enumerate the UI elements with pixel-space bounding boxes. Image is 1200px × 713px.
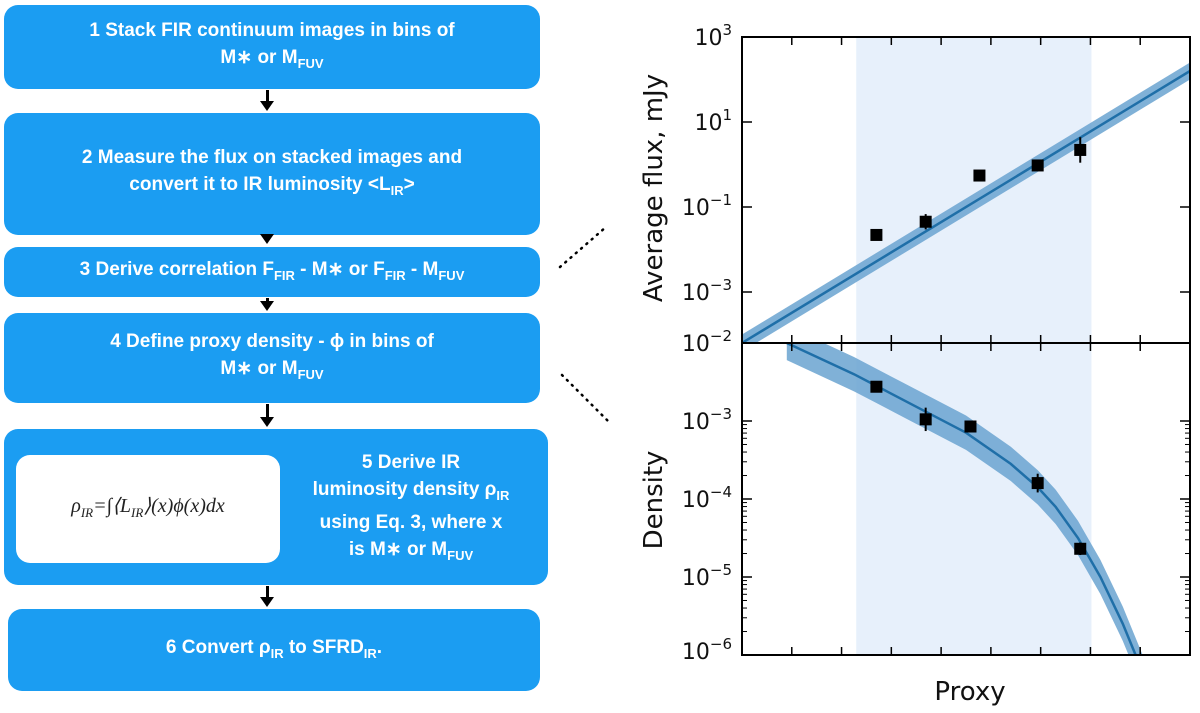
arrow-1-2 (260, 90, 274, 111)
step-3-line1: 3 Derive correlation FFIR - M∗ or FFIR -… (79, 258, 465, 283)
top-fit-line (742, 69, 1190, 343)
bottom-data-point (1031, 477, 1044, 490)
step-5-line4: is M∗ or MFUV (348, 539, 474, 563)
top-y-tick-label: 103 (694, 21, 732, 51)
formula-box: ρIR=∫⟨LIR⟩(x)ϕ(x)dx (16, 455, 280, 563)
bottom-y-tick-label: 10−4 (682, 483, 732, 513)
top-fit-band (742, 62, 1190, 343)
dotted-connector-bottom (560, 373, 610, 423)
bottom-data-point (919, 413, 932, 426)
top-data-point (1031, 159, 1044, 172)
bottom-fit-line (786, 343, 1137, 655)
step-6-box: 6 Convert ρIR to SFRDIR. (8, 609, 540, 691)
step-4-line1: 4 Define proxy density - ϕ in bins of (110, 331, 434, 353)
arrow-3-4 (260, 298, 274, 311)
step-5-line3: using Eq. 3, where x (319, 512, 503, 533)
step-2-line2: convert it to IR luminosity <LIR> (129, 174, 415, 198)
step-5-text: 5 Derive IR luminosity density ρIR using… (286, 439, 536, 579)
top-data-point (919, 215, 932, 228)
top-panel: 103 101 10−1 10−3 10−2 (682, 21, 1191, 357)
top-data-point (870, 228, 883, 241)
dotted-connector-top (558, 225, 608, 269)
step-5-line1: 5 Derive IR (361, 452, 461, 474)
top-y-tick-label: 10−3 (682, 276, 732, 306)
step-5-line2: luminosity density ρIR (312, 479, 510, 503)
top-data-point (1074, 143, 1087, 156)
step-3-box: 3 Derive correlation FFIR - M∗ or FFIR -… (4, 247, 540, 297)
top-frame (741, 36, 1191, 344)
step-1-box: 1 Stack FIR continuum images in bins of … (4, 5, 540, 89)
top-y-tick-label: 101 (694, 106, 732, 136)
top-shaded-region (856, 37, 1092, 343)
step-4-line2: M∗ or MFUV (220, 358, 324, 382)
top-y-tick-label: 10−1 (682, 191, 732, 221)
bottom-ylabel: Density (639, 451, 669, 550)
step-4-box: 4 Define proxy density - ϕ in bins of M∗… (4, 313, 540, 403)
x-axis-label: Proxy (934, 677, 1005, 707)
bottom-fit-band (786, 343, 1143, 655)
bottom-frame (741, 342, 1191, 656)
top-ylabel: Average flux, mJy (639, 74, 669, 302)
step-5-box: ρIR=∫⟨LIR⟩(x)ϕ(x)dx 5 Derive IR luminosi… (4, 429, 548, 585)
step-6-line1: 6 Convert ρIR to SFRDIR. (165, 636, 383, 661)
bottom-y-tick-label: 10−3 (682, 405, 732, 435)
step-1-line1: 1 Stack FIR continuum images in bins of (89, 20, 455, 42)
bottom-panel: 10−3 10−4 10−5 10−6 (682, 342, 1191, 665)
dotted-connectors (558, 225, 610, 423)
step-2-box: 2 Measure the flux on stacked images and… (4, 113, 540, 235)
bottom-data-point (1074, 542, 1087, 555)
formula-text: ρIR=∫⟨LIR⟩(x)ϕ(x)dx (71, 494, 225, 520)
bottom-data-point (870, 380, 883, 393)
bottom-y-tick-label: 10−6 (682, 635, 732, 665)
arrow-5-6 (260, 586, 274, 607)
bottom-data-point (964, 420, 977, 433)
top-y-tick-label: 10−2 (682, 327, 732, 357)
step-2-line1: 2 Measure the flux on stacked images and (81, 147, 463, 169)
bottom-shaded-region (856, 343, 1092, 655)
arrow-4-5 (260, 404, 274, 427)
bottom-y-tick-label: 10−5 (682, 561, 732, 591)
top-data-point (973, 169, 986, 182)
step-1-line2: M∗ or MFUV (220, 47, 324, 71)
